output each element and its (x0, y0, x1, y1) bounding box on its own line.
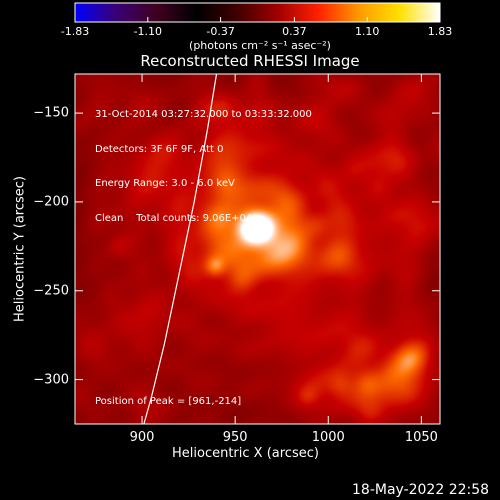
info-total-counts: Clean Total counts: 9.06E+04 (95, 212, 253, 224)
colorbar-tick-label: -0.37 (206, 25, 235, 38)
y-tick-label: −150 (33, 105, 69, 121)
x-tick-label: 1000 (311, 430, 345, 445)
solar-limb-curve (143, 74, 218, 424)
colorbar-tick-label: 1.83 (427, 25, 453, 38)
heatmap-image (75, 74, 440, 424)
y-tick-label: −300 (33, 372, 69, 388)
colorbar-bar (74, 2, 441, 23)
footer-date: 18-May-2022 22:58 (352, 482, 490, 498)
plot-overlay (143, 74, 218, 424)
colorbar-tick-marks (74, 17, 441, 22)
y-tick-label: −250 (33, 283, 69, 299)
y-tick-label: −200 (33, 194, 69, 210)
colorbar-tick-label: 1.10 (354, 25, 380, 38)
x-tick-label: 950 (222, 430, 248, 445)
colorbar-tick-label: -1.10 (133, 25, 163, 38)
plot-frame (74, 73, 441, 425)
colorbar-units: (photons cm⁻² s⁻¹ asec⁻²) (189, 39, 331, 52)
info-detectors: Detectors: 3F 6F 9F, Att 0 (95, 143, 224, 155)
plot-area: 31-Oct-2014 03:27:32.000 to 03:33:32.000… (75, 74, 440, 424)
y-axis-label: Heliocentric Y (arcsec) (12, 176, 28, 322)
x-tick-label: 1050 (404, 430, 438, 445)
colorbar-tick-label: -1.83 (60, 25, 90, 38)
info-energy-range: Energy Range: 3.0 - 6.0 keV (95, 178, 235, 189)
y-axis-tick-marks (75, 112, 440, 381)
colorbar-tick-label: 0.37 (282, 25, 307, 38)
info-time-range: 31-Oct-2014 03:27:32.000 to 03:33:32.000 (95, 109, 312, 120)
x-axis-tick-marks (141, 74, 422, 424)
chart-title: Reconstructed RHESSI Image (140, 52, 360, 70)
x-tick-label: 900 (129, 430, 155, 445)
observation-info: 31-Oct-2014 03:27:32.000 to 03:33:32.000… (95, 86, 312, 247)
colorbar (74, 2, 441, 23)
peak-position-label: Position of Peak = [961,-214] (95, 396, 242, 407)
x-axis-label: Heliocentric X (arcsec) (172, 446, 319, 461)
